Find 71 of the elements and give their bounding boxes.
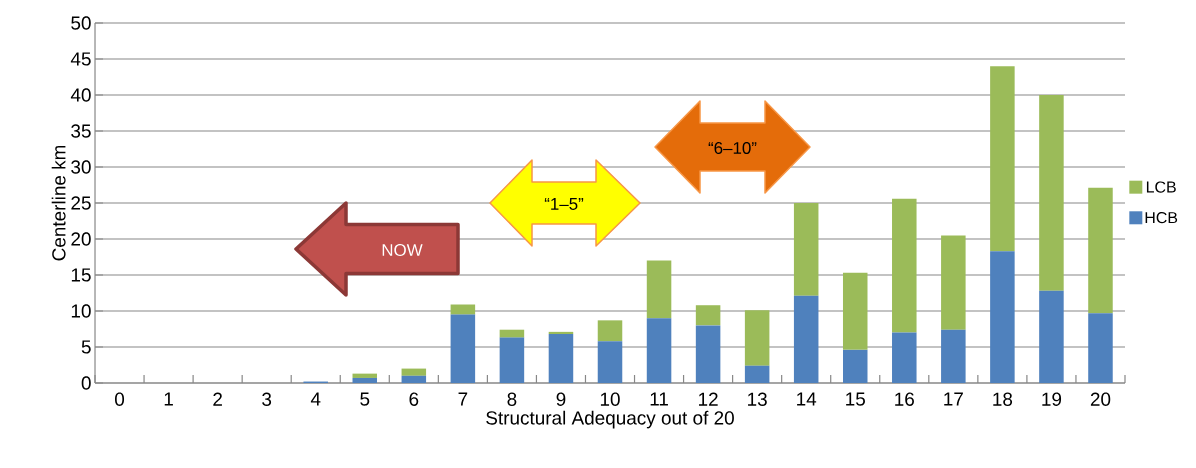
y-tick-label: 20	[71, 232, 91, 246]
y-tick-label: 30	[71, 160, 91, 174]
y-tick-label: 5	[81, 340, 91, 354]
bar	[499, 329, 525, 338]
bar	[597, 341, 623, 383]
x-tick-label: 4	[310, 392, 321, 406]
bar	[793, 202, 819, 296]
y-tick-label: 50	[71, 16, 91, 30]
y-tick-label: 35	[71, 124, 91, 138]
annotation: NOW	[382, 243, 423, 256]
y-tick-label: 40	[70, 88, 91, 102]
bar	[892, 198, 917, 333]
bar	[1039, 290, 1064, 383]
bar	[1088, 187, 1113, 314]
x-tick-label: 10	[600, 392, 620, 406]
y-tick-label: 10	[71, 304, 91, 318]
bar	[450, 304, 476, 315]
bar	[499, 337, 525, 383]
bar	[793, 295, 819, 383]
x-axis-title: Structural Adequacy out of 20	[486, 410, 734, 429]
y-tick-label: 0	[81, 376, 91, 390]
y-tick-label: 25	[71, 196, 91, 210]
bar	[990, 66, 1015, 252]
x-tick-label: 1	[164, 392, 173, 406]
bar	[646, 260, 672, 319]
bar	[352, 373, 378, 378]
bar	[744, 365, 770, 383]
x-tick-label: 6	[409, 392, 419, 406]
bar	[941, 329, 966, 383]
bar	[646, 318, 672, 383]
x-tick-label: 8	[507, 392, 517, 406]
legend-label: HCB	[1145, 211, 1178, 224]
x-tick-label: 9	[556, 392, 566, 406]
bar	[1039, 94, 1064, 291]
x-tick-label: 5	[360, 392, 370, 406]
x-tick-label: 3	[262, 392, 272, 406]
bar	[1088, 313, 1113, 383]
x-tick-label: 0	[115, 392, 125, 406]
bar	[548, 331, 574, 335]
x-tick-label: 12	[699, 392, 718, 406]
x-tick-label: 11	[650, 392, 668, 406]
x-tick-label: 19	[1042, 392, 1062, 406]
bar	[744, 310, 770, 366]
bar	[401, 368, 427, 376]
x-tick-label: 18	[993, 392, 1013, 406]
bar	[352, 377, 378, 383]
x-tick-label: 20	[1090, 392, 1111, 406]
x-tick-label: 7	[458, 392, 468, 406]
legend-label: LCB	[1146, 181, 1176, 193]
bar	[450, 314, 476, 383]
annotation: “1–5”	[544, 198, 584, 210]
y-tick-label: 45	[70, 52, 91, 66]
x-tick-label: 15	[846, 392, 865, 406]
x-tick-label: 16	[895, 392, 914, 406]
bar	[892, 332, 917, 383]
x-tick-label: 13	[748, 392, 767, 406]
x-tick-label: 17	[944, 392, 963, 406]
bar	[990, 251, 1015, 383]
bar	[548, 334, 574, 383]
bar	[695, 305, 721, 326]
bar	[842, 349, 868, 383]
bar	[842, 272, 868, 350]
bar	[597, 320, 623, 342]
y-axis-title: Centerline km	[51, 145, 66, 261]
x-tick-label: 14	[797, 392, 817, 406]
bar	[695, 325, 721, 383]
y-tick-label: 15	[71, 268, 91, 282]
bar	[401, 375, 427, 383]
annotation: “6–10”	[708, 141, 757, 154]
bar	[941, 235, 966, 330]
x-tick-label: 2	[213, 392, 222, 406]
